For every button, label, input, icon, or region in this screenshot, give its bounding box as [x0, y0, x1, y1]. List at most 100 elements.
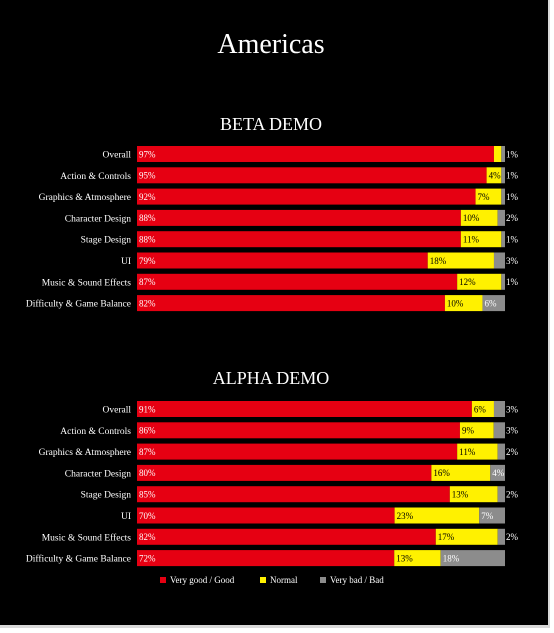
bar-alpha-7-very-good: [137, 550, 395, 567]
data-label-beta-4-very-good: 88%: [139, 235, 156, 245]
bar-beta-4-very-good: [137, 231, 461, 248]
row-label-alpha-7: Difficulty & Game Balance: [26, 554, 131, 565]
bar-beta-4-normal: [460, 231, 502, 248]
data-label-beta-4-normal: 11%: [463, 235, 480, 245]
data-label-alpha-3-very-good: 80%: [139, 468, 156, 478]
row-label-alpha-6: Music & Sound Effects: [42, 532, 132, 543]
row-label-beta-7: Difficulty & Game Balance: [26, 299, 131, 310]
data-label-alpha-2-very-bad: 2%: [506, 447, 519, 457]
bar-beta-5-normal: [427, 252, 494, 269]
bar-beta-7-normal: [444, 295, 483, 312]
bar-alpha-5-very-bad: [479, 507, 505, 524]
data-label-alpha-3-normal: 16%: [433, 468, 450, 478]
bar-beta-7-very-good: [137, 295, 445, 312]
bar-beta-2-very-good: [137, 188, 476, 205]
bar-alpha-3-normal: [431, 464, 491, 481]
data-label-alpha-0-normal: 6%: [474, 404, 487, 414]
bar-alpha-0-very-bad: [493, 401, 505, 417]
row-label-alpha-2: Graphics & Atmosphere: [39, 448, 131, 458]
data-label-alpha-6-very-good: 82%: [139, 532, 156, 542]
data-label-alpha-6-normal: 17%: [438, 532, 455, 542]
data-label-alpha-2-normal: 11%: [459, 447, 476, 457]
data-label-beta-2-very-bad: 1%: [506, 192, 519, 202]
legend-swatch-normal: [260, 577, 266, 583]
bar-alpha-4-normal: [449, 486, 498, 503]
data-label-beta-3-very-bad: 2%: [506, 213, 519, 223]
row-label-beta-0: Overall: [103, 151, 132, 161]
bar-alpha-6-very-good: [137, 528, 436, 545]
data-label-beta-0-very-bad: 1%: [506, 149, 519, 159]
data-label-beta-1-normal: 4%: [489, 171, 502, 181]
bar-beta-5-very-good: [137, 252, 428, 269]
bar-alpha-4-very-bad: [497, 486, 505, 503]
data-label-beta-3-normal: 10%: [463, 213, 480, 223]
data-label-alpha-1-very-bad: 3%: [506, 426, 519, 436]
row-label-beta-6: Music & Sound Effects: [42, 277, 132, 288]
bar-beta-3-very-good: [137, 209, 461, 226]
bar-beta-6-normal: [457, 273, 502, 290]
legend-label-very-good: Very good / Good: [170, 575, 235, 585]
legend: Very good / Good Normal Very bad / Bad: [160, 575, 384, 585]
data-label-beta-0-normal: 2%: [502, 149, 515, 159]
row-label-beta-2: Graphics & Atmosphere: [39, 193, 131, 203]
data-label-beta-7-normal: 10%: [447, 298, 464, 308]
data-label-beta-4-very-bad: 1%: [506, 235, 519, 245]
data-label-beta-5-very-bad: 3%: [506, 256, 519, 266]
data-label-beta-6-normal: 12%: [459, 277, 476, 287]
data-label-alpha-1-normal: 9%: [462, 426, 475, 436]
data-label-beta-6-very-good: 87%: [139, 277, 156, 287]
data-label-beta-3-very-good: 88%: [139, 213, 156, 223]
data-label-alpha-7-very-good: 72%: [139, 553, 156, 563]
row-label-alpha-3: Character Design: [65, 469, 131, 479]
bar-alpha-2-very-good: [137, 443, 458, 460]
bar-alpha-7-normal: [394, 550, 441, 567]
data-label-alpha-0-very-bad: 3%: [506, 404, 519, 414]
bar-alpha-1-normal: [459, 422, 494, 439]
bar-beta-2-normal: [475, 188, 502, 205]
bar-beta-3-very-bad: [497, 209, 505, 226]
bar-alpha-0-normal: [471, 401, 494, 417]
row-label-beta-1: Action & Controls: [60, 172, 131, 182]
data-label-beta-1-very-good: 95%: [139, 171, 156, 181]
bar-alpha-2-normal: [457, 443, 498, 460]
bar-alpha-0-very-good: [137, 401, 472, 417]
data-label-beta-1-very-bad: 1%: [506, 171, 519, 181]
data-label-beta-2-normal: 7%: [478, 192, 491, 202]
bar-beta-4-very-bad: [501, 231, 505, 248]
data-label-alpha-5-normal: 23%: [397, 511, 414, 521]
row-label-beta-5: UI: [121, 257, 131, 267]
bar-beta-1-normal: [486, 167, 502, 184]
data-label-alpha-4-very-bad: 2%: [506, 490, 519, 500]
data-label-beta-6-very-bad: 1%: [506, 277, 519, 287]
panel-title-alpha: ALPHA DEMO: [213, 368, 330, 388]
data-label-alpha-6-very-bad: 2%: [506, 532, 519, 542]
row-label-alpha-4: Stage Design: [81, 491, 132, 501]
row-label-alpha-5: UI: [121, 512, 131, 522]
data-label-alpha-2-very-good: 87%: [139, 447, 156, 457]
chart-title: Americas: [217, 29, 324, 60]
bar-beta-1-very-bad: [501, 167, 505, 184]
data-label-alpha-3-very-bad: 4%: [492, 468, 505, 478]
bar-beta-2-very-bad: [501, 188, 505, 205]
bar-alpha-7-very-bad: [440, 550, 505, 567]
data-label-alpha-4-very-good: 85%: [139, 490, 156, 500]
bar-beta-6-very-good: [137, 273, 458, 290]
panel-title-beta: BETA DEMO: [220, 114, 322, 134]
data-label-alpha-7-very-bad: 18%: [443, 553, 460, 563]
data-label-beta-5-very-good: 79%: [139, 256, 156, 266]
legend-swatch-very-good: [160, 577, 166, 583]
data-label-beta-2-very-good: 92%: [139, 192, 156, 202]
data-label-beta-0-very-good: 97%: [139, 149, 156, 159]
bar-alpha-5-normal: [394, 507, 480, 524]
legend-label-normal: Normal: [270, 575, 298, 585]
bar-beta-3-normal: [460, 209, 498, 226]
data-label-beta-5-normal: 18%: [430, 256, 447, 266]
row-label-alpha-0: Overall: [103, 406, 132, 416]
data-label-alpha-7-normal: 13%: [396, 553, 413, 563]
bar-beta-0-very-bad: [501, 146, 505, 162]
bar-beta-1-very-good: [137, 167, 487, 184]
bar-beta-6-very-bad: [501, 273, 505, 290]
legend-label-very-bad: Very bad / Bad: [330, 575, 384, 585]
